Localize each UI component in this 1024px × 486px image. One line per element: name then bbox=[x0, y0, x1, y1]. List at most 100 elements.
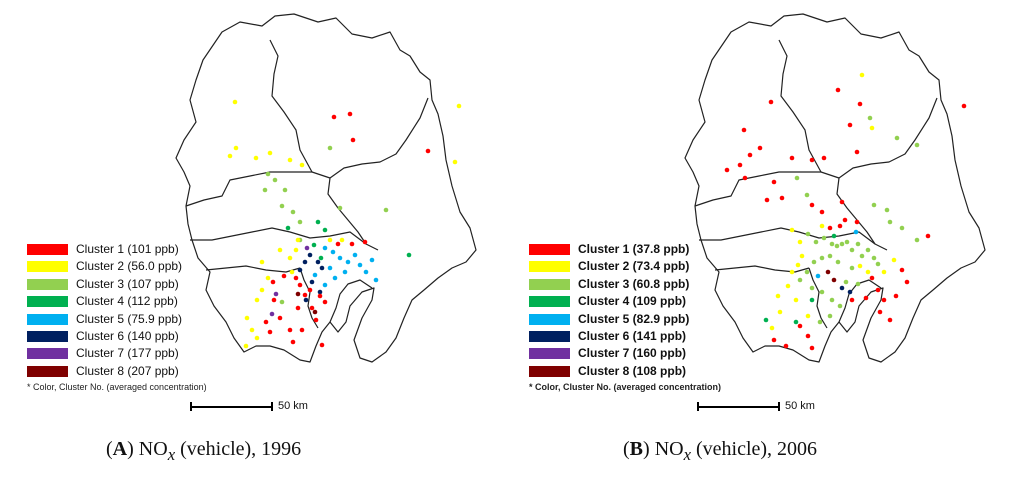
monitoring-station-dot-icon bbox=[315, 259, 321, 265]
prefecture-line bbox=[778, 39, 822, 173]
monitoring-station-dot-icon bbox=[297, 282, 303, 288]
caption-subscript: x bbox=[683, 445, 691, 464]
monitoring-station-dot-icon bbox=[865, 247, 871, 253]
monitoring-station-dot-icon bbox=[797, 323, 803, 329]
monitoring-station-dot-icon bbox=[293, 275, 299, 281]
scale-label: 50 km bbox=[785, 400, 815, 412]
scale-bar-tick bbox=[697, 402, 699, 411]
monitoring-station-dot-icon bbox=[875, 261, 881, 267]
legend-label: Cluster 2 (56.0 ppb) bbox=[76, 259, 183, 274]
monitoring-station-dot-icon bbox=[859, 72, 865, 78]
monitoring-station-dot-icon bbox=[287, 255, 293, 261]
legend-swatch bbox=[27, 313, 68, 325]
legend-swatch bbox=[27, 365, 68, 377]
monitoring-station-dot-icon bbox=[899, 267, 905, 273]
monitoring-station-dot-icon bbox=[273, 291, 279, 297]
monitoring-station-dot-icon bbox=[829, 297, 835, 303]
monitoring-station-dot-icon bbox=[363, 269, 369, 275]
legend-label: Cluster 1 (37.8 ppb) bbox=[578, 242, 690, 256]
monitoring-station-dot-icon bbox=[269, 311, 275, 317]
legend-swatch bbox=[27, 244, 68, 255]
monitoring-station-dot-icon bbox=[805, 231, 811, 237]
caption-species: NO bbox=[138, 438, 168, 460]
monitoring-station-dot-icon bbox=[277, 315, 283, 321]
monitoring-station-dot-icon bbox=[373, 277, 379, 283]
legend-label: Cluster 8 (108 ppb) bbox=[578, 363, 687, 378]
monitoring-station-dot-icon bbox=[775, 293, 781, 299]
legend-swatch bbox=[529, 348, 570, 360]
monitoring-station-dot-icon bbox=[249, 327, 255, 333]
monitoring-station-dot-icon bbox=[307, 287, 313, 293]
monitoring-station-dot-icon bbox=[827, 225, 833, 231]
monitoring-station-dot-icon bbox=[724, 167, 730, 173]
legend-swatch bbox=[27, 278, 68, 290]
monitoring-station-dot-icon bbox=[849, 265, 855, 271]
monitoring-station-dot-icon bbox=[871, 255, 877, 261]
monitoring-station-dot-icon bbox=[319, 265, 325, 271]
monitoring-station-dot-icon bbox=[789, 269, 795, 275]
legend-swatch bbox=[529, 278, 570, 290]
monitoring-station-dot-icon bbox=[819, 289, 825, 295]
legend-swatch bbox=[529, 261, 570, 273]
monitoring-station-dot-icon bbox=[899, 225, 905, 231]
monitoring-station-dot-icon bbox=[342, 269, 348, 275]
region-outlines-a bbox=[175, 13, 477, 363]
monitoring-station-dot-icon bbox=[793, 319, 799, 325]
monitoring-station-dot-icon bbox=[857, 101, 863, 107]
monitoring-station-dot-icon bbox=[309, 279, 315, 285]
monitoring-station-dot-icon bbox=[777, 309, 783, 315]
legend-label: Cluster 4 (109 ppb) bbox=[578, 294, 687, 309]
legend-label: Cluster 7 (160 ppb) bbox=[578, 346, 687, 361]
monitoring-station-dot-icon bbox=[332, 275, 338, 281]
monitoring-station-dot-icon bbox=[827, 253, 833, 259]
monitoring-station-dot-icon bbox=[259, 287, 265, 293]
monitoring-station-dot-icon bbox=[839, 199, 845, 205]
monitoring-station-dot-icon bbox=[303, 297, 309, 303]
monitoring-station-dot-icon bbox=[265, 171, 271, 177]
monitoring-station-dot-icon bbox=[809, 157, 815, 163]
monitoring-station-dot-icon bbox=[825, 269, 831, 275]
scale-label: 50 km bbox=[278, 400, 308, 412]
monitoring-station-dot-icon bbox=[763, 317, 769, 323]
monitoring-station-dot-icon bbox=[263, 319, 269, 325]
monitoring-station-dot-icon bbox=[854, 219, 860, 225]
legend-label: Cluster 6 (141 ppb) bbox=[578, 328, 687, 343]
monitoring-station-dot-icon bbox=[835, 87, 841, 93]
region-outlines-b bbox=[684, 13, 986, 363]
monitoring-station-dot-icon bbox=[322, 299, 328, 305]
panel-letter: A bbox=[112, 438, 128, 460]
legend-label: Cluster 7 (177 ppb) bbox=[76, 346, 179, 361]
monitoring-station-dot-icon bbox=[233, 145, 239, 151]
scale-bar: 50 km bbox=[697, 400, 837, 412]
monitoring-station-dot-icon bbox=[362, 239, 368, 245]
map-a bbox=[175, 13, 477, 363]
monitoring-station-dot-icon bbox=[794, 175, 800, 181]
legend-label: Cluster 2 (73.4 ppb) bbox=[578, 259, 690, 274]
legend-note: * Color, Cluster No. (averaged concentra… bbox=[27, 382, 207, 392]
monitoring-station-dot-icon bbox=[327, 265, 333, 271]
scale-bar: 50 km bbox=[190, 400, 330, 412]
legend-label: Cluster 8 (207 ppb) bbox=[76, 363, 179, 378]
monitoring-station-dot-icon bbox=[357, 262, 363, 268]
monitoring-station-dot-icon bbox=[309, 305, 315, 311]
monitoring-station-dot-icon bbox=[345, 259, 351, 265]
monitoring-station-dot-icon bbox=[877, 309, 883, 315]
legend-swatch bbox=[27, 296, 68, 308]
monitoring-station-dot-icon bbox=[849, 247, 855, 253]
monitoring-station-dot-icon bbox=[317, 293, 323, 299]
monitoring-station-dot-icon bbox=[805, 333, 811, 339]
monitoring-station-dot-icon bbox=[881, 297, 887, 303]
monitoring-station-dot-icon bbox=[914, 237, 920, 243]
prefecture-line bbox=[190, 227, 379, 251]
legend-swatch bbox=[529, 365, 570, 377]
monitoring-station-dot-icon bbox=[267, 150, 273, 156]
monitoring-station-dot-icon bbox=[254, 297, 260, 303]
prefecture-line bbox=[269, 39, 313, 173]
monitoring-station-dot-icon bbox=[272, 177, 278, 183]
monitoring-station-dot-icon bbox=[349, 241, 355, 247]
monitoring-station-dot-icon bbox=[837, 223, 843, 229]
monitoring-station-dot-icon bbox=[843, 279, 849, 285]
monitoring-station-dot-icon bbox=[330, 249, 336, 255]
monitoring-station-dot-icon bbox=[869, 275, 875, 281]
monitoring-station-dot-icon bbox=[331, 114, 337, 120]
